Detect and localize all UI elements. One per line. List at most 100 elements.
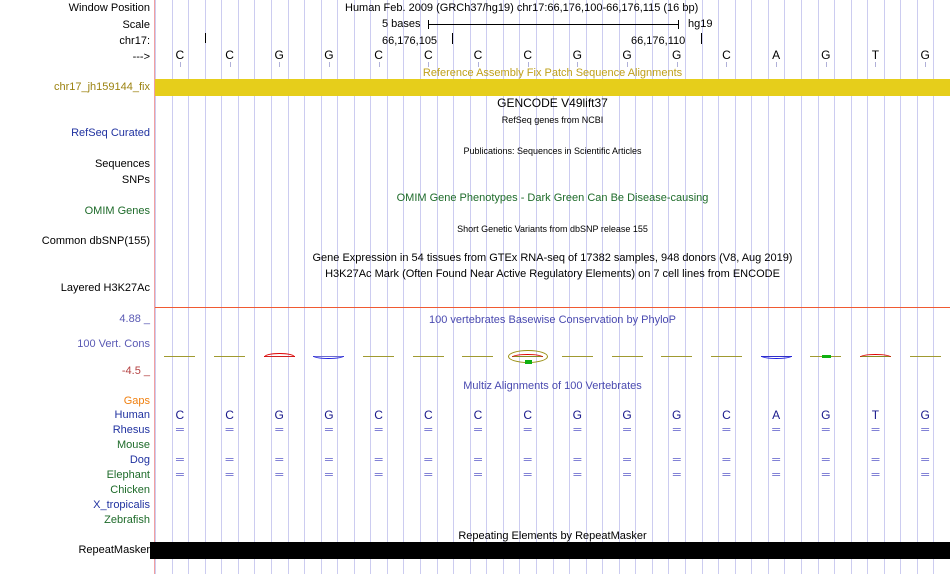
gridline xyxy=(238,0,239,574)
label-common-dbsnp[interactable]: Common dbSNP(155) xyxy=(41,235,150,247)
reference-base: G xyxy=(274,48,284,62)
track-title-phylop[interactable]: 100 vertebrates Basewise Conservation by… xyxy=(428,314,677,326)
ruler-tick-mark xyxy=(205,33,206,43)
species-label-human[interactable]: Human xyxy=(114,409,150,421)
scale-bar-tick-right xyxy=(678,20,679,29)
label-snps[interactable]: SNPs xyxy=(121,174,150,186)
reference-base: G xyxy=(572,48,583,62)
conservation-bar xyxy=(562,356,593,357)
multiz-match-mark: ═ xyxy=(623,469,631,481)
label-repeatmasker[interactable]: RepeatMasker xyxy=(78,544,150,556)
track-title-dbsnp[interactable]: Short Genetic Variants from dbSNP releas… xyxy=(457,224,648,234)
species-label-elephant[interactable]: Elephant xyxy=(106,469,150,481)
label-100-vert-cons[interactable]: 100 Vert. Cons xyxy=(77,338,150,350)
gridline xyxy=(321,0,322,574)
coordinate-left: 66,176,105 xyxy=(382,35,438,47)
multiz-match-mark: ═ xyxy=(871,469,880,481)
gridline xyxy=(702,0,703,574)
gridline xyxy=(668,0,669,574)
track-data-panel: Human Feb. 2009 (GRCh37/hg19) chr17:66,1… xyxy=(155,0,950,574)
coordinate-left-tick xyxy=(452,33,453,44)
base-tick xyxy=(925,62,926,67)
track-title-repeatmasker[interactable]: Repeating Elements by RepeatMasker xyxy=(458,530,647,542)
gridline xyxy=(420,0,421,574)
gridline xyxy=(437,0,438,574)
multiz-match-mark: ═ xyxy=(225,469,234,481)
label-sequences[interactable]: Sequences xyxy=(94,158,150,170)
multiz-base: C xyxy=(175,408,185,422)
reference-base: C xyxy=(175,48,185,62)
gridline xyxy=(602,0,603,574)
gridline xyxy=(884,0,885,574)
reference-base: G xyxy=(920,48,930,62)
multiz-base: C xyxy=(225,408,234,422)
gridline xyxy=(818,0,819,574)
gridline xyxy=(536,0,537,574)
track-title-refseq-ncbi[interactable]: RefSeq genes from NCBI xyxy=(501,115,604,125)
gridline xyxy=(553,0,554,574)
track-title-publications[interactable]: Publications: Sequences in Scientific Ar… xyxy=(463,146,642,156)
species-label-chicken[interactable]: Chicken xyxy=(110,484,150,496)
multiz-match-mark: ═ xyxy=(871,424,880,436)
multiz-match-mark: ═ xyxy=(722,424,731,436)
conservation-bar xyxy=(164,356,195,357)
reference-base: G xyxy=(672,48,682,62)
multiz-match-mark: ═ xyxy=(623,454,631,466)
multiz-match-mark: ═ xyxy=(175,424,184,436)
conservation-peak-negative xyxy=(761,356,792,359)
track-title-gtex[interactable]: Gene Expression in 54 tissues from GTEx … xyxy=(312,252,793,264)
track-title-omim[interactable]: OMIM Gene Phenotypes - Dark Green Can Be… xyxy=(396,192,709,204)
scale-bar xyxy=(428,24,678,25)
reference-base: C xyxy=(374,48,383,62)
species-label-dog[interactable]: Dog xyxy=(129,454,150,466)
fix-patch-feature-bar[interactable] xyxy=(155,79,950,96)
multiz-match-mark: ═ xyxy=(275,424,284,436)
multiz-match-mark: ═ xyxy=(424,454,433,466)
species-label-rhesus[interactable]: Rhesus xyxy=(112,424,150,436)
label-scale: Scale xyxy=(122,19,150,31)
track-title-h3k27ac[interactable]: H3K27Ac Mark (Often Found Near Active Re… xyxy=(325,268,780,280)
multiz-base: C xyxy=(374,408,383,422)
label-omim-genes[interactable]: OMIM Genes xyxy=(84,205,150,217)
label-refseq-curated[interactable]: RefSeq Curated xyxy=(71,127,150,139)
conservation-bar xyxy=(661,356,692,357)
track-title-multiz[interactable]: Multiz Alignments of 100 Vertebrates xyxy=(463,380,642,392)
multiz-match-mark: ═ xyxy=(821,469,830,481)
label-window-position: Window Position xyxy=(68,2,150,14)
assembly-position-text: Human Feb. 2009 (GRCh37/hg19) chr17:66,1… xyxy=(345,2,699,14)
multiz-base: C xyxy=(423,408,433,422)
reference-base: C xyxy=(423,48,433,62)
conservation-marker-green xyxy=(822,355,831,358)
gridline xyxy=(917,0,918,574)
label-fix-patch[interactable]: chr17_jh159144_fix xyxy=(53,81,150,93)
reference-base: C xyxy=(722,48,731,62)
gridline xyxy=(503,0,504,574)
repeatmasker-label-block xyxy=(150,542,155,559)
multiz-match-mark: ═ xyxy=(225,424,234,436)
reference-base: T xyxy=(871,48,880,62)
species-label-mouse[interactable]: Mouse xyxy=(116,439,150,451)
multiz-match-mark: ═ xyxy=(821,424,830,436)
multiz-match-mark: ═ xyxy=(374,454,383,466)
multiz-base: G xyxy=(572,408,583,422)
coordinate-right-tick xyxy=(701,33,702,44)
species-label-zebrafish[interactable]: Zebrafish xyxy=(104,514,150,526)
species-label-x-tropicalis[interactable]: X_tropicalis xyxy=(93,499,150,511)
gridline xyxy=(751,0,752,574)
coordinate-right: 66,176,110 xyxy=(631,35,686,47)
track-title-gencode[interactable]: GENCODE V49lift37 xyxy=(497,96,608,110)
multiz-match-mark: ═ xyxy=(325,424,333,436)
reference-base: G xyxy=(821,48,831,62)
multiz-match-mark: ═ xyxy=(921,424,930,436)
conservation-bar xyxy=(413,356,444,357)
base-tick xyxy=(577,62,578,67)
multiz-base: T xyxy=(871,408,880,422)
label-layered-h3k27ac[interactable]: Layered H3K27Ac xyxy=(60,282,150,294)
track-title-fix-patch[interactable]: Reference Assembly Fix Patch Sequence Al… xyxy=(422,67,683,79)
reference-base: C xyxy=(473,48,483,62)
gridline xyxy=(271,0,272,574)
multiz-match-mark: ═ xyxy=(424,424,433,436)
multiz-match-mark: ═ xyxy=(821,454,830,466)
repeatmasker-feature-bar[interactable] xyxy=(155,542,950,559)
reference-base: C xyxy=(523,48,532,62)
